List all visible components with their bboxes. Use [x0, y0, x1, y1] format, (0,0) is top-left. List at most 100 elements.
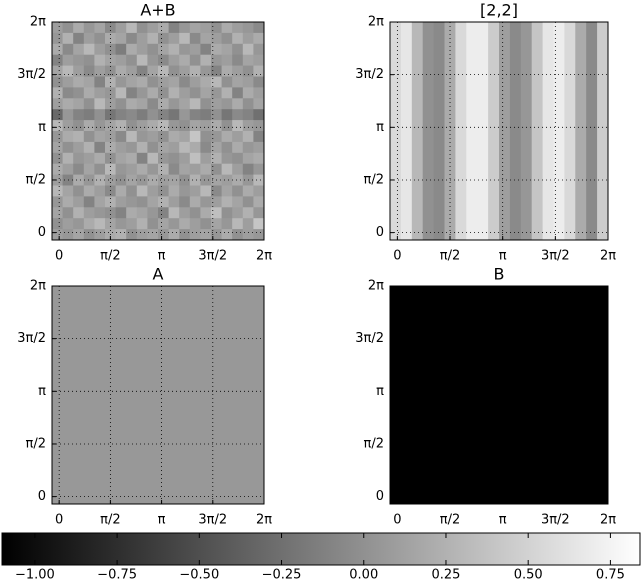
heatmap-cell	[94, 218, 106, 230]
heatmap-cell	[189, 87, 201, 99]
heatmap-cell	[232, 43, 244, 56]
heatmap-cell	[232, 98, 244, 110]
heatmap-cell	[232, 109, 244, 121]
heatmap-cell	[200, 32, 212, 45]
y-tick-label: 3π/2	[355, 67, 384, 82]
heatmap-cell	[168, 98, 180, 110]
heatmap-cell	[62, 87, 74, 99]
heatmap-cell	[136, 174, 148, 186]
heatmap-cell	[168, 207, 180, 219]
heatmap-cell	[200, 141, 212, 154]
y-tick-label: π	[38, 384, 46, 399]
heatmap-cell	[520, 22, 533, 241]
heatmap-cell	[168, 43, 180, 56]
heatmap-cell	[200, 229, 212, 241]
heatmap-cell	[105, 163, 116, 175]
x-tick-label: π/2	[100, 513, 120, 528]
heatmap-cell	[83, 207, 95, 219]
heatmap-cell	[147, 76, 159, 88]
heatmap-cell	[390, 286, 609, 505]
heatmap-cell	[126, 152, 138, 165]
heatmap-cell	[94, 207, 106, 219]
heatmap-cell	[253, 76, 265, 88]
heatmap-cell	[189, 207, 201, 219]
y-tick-label: 3π/2	[355, 331, 384, 346]
heatmap-cell	[105, 54, 116, 66]
heatmap-cell	[242, 87, 254, 99]
heatmap-cell	[168, 76, 180, 88]
heatmap-cell	[94, 141, 106, 154]
heatmap-cell	[242, 43, 254, 56]
heatmap-cell	[189, 174, 201, 186]
heatmap-cell	[253, 185, 265, 197]
heatmap-cell	[242, 218, 254, 230]
heatmap-cell	[126, 109, 138, 121]
heatmap-cell	[211, 109, 222, 121]
y-tick-label: 2π	[368, 279, 384, 294]
heatmap-cell	[73, 229, 85, 241]
heatmap-cell	[232, 32, 244, 45]
heatmap-cell	[221, 185, 233, 197]
y-tick-label: 3π/2	[17, 331, 46, 346]
heatmap-cell	[94, 32, 106, 45]
heatmap-cell	[221, 163, 233, 175]
heatmap-cell	[221, 120, 233, 132]
y-tick-label: π/2	[364, 436, 384, 451]
heatmap-cell	[179, 185, 191, 197]
heatmap-cell	[52, 109, 63, 121]
heatmap-cell	[126, 185, 138, 197]
heatmap-cell	[179, 109, 191, 121]
x-tick-label: 0	[393, 249, 401, 264]
heatmap-cell	[94, 120, 106, 132]
heatmap-cell	[136, 98, 148, 110]
heatmap-cell	[147, 43, 159, 56]
heatmap-cell	[221, 218, 233, 230]
heatmap-cell	[179, 141, 191, 154]
heatmap-cell	[253, 109, 265, 121]
heatmap-cell	[189, 229, 201, 241]
heatmap-cell	[168, 120, 180, 132]
panel-frame	[389, 21, 609, 241]
heatmap-cell	[221, 22, 233, 34]
heatmap-cell	[126, 218, 138, 230]
heatmap-cell	[200, 196, 212, 208]
heatmap-cell	[242, 185, 254, 197]
heatmap-cell	[73, 76, 85, 88]
heatmap-cell	[211, 43, 222, 56]
heatmap-cell	[147, 141, 159, 154]
heatmap-cell	[158, 229, 169, 241]
heatmap-cell	[232, 152, 244, 165]
heatmap-cell	[136, 76, 148, 88]
heatmap-cell	[147, 109, 159, 121]
heatmap-cell	[73, 207, 85, 219]
x-tick-label: 2π	[600, 513, 616, 528]
heatmap-cell	[221, 65, 233, 77]
heatmap-cell	[83, 185, 95, 197]
heatmap-cell	[62, 152, 74, 165]
x-tick-label: π/2	[440, 249, 460, 264]
y-tick-label: 0	[376, 489, 384, 504]
heatmap-cell	[147, 22, 159, 34]
heatmap-cell	[242, 76, 254, 88]
heatmap-cell	[179, 76, 191, 88]
heatmap-cell	[136, 229, 148, 241]
heatmap-cell	[168, 54, 180, 66]
heatmap-cell	[147, 185, 159, 197]
heatmap-cell	[444, 22, 456, 241]
heatmap-cell	[200, 54, 212, 66]
heatmap-cell	[115, 43, 127, 56]
heatmap-cell	[52, 286, 265, 505]
heatmap-cell	[105, 141, 116, 154]
heatmap-cell	[158, 76, 169, 88]
heatmap-cell	[52, 54, 63, 66]
heatmap-cell	[136, 218, 148, 230]
heatmap-cell	[158, 54, 169, 66]
heatmap-cell	[62, 207, 74, 219]
heatmap-cell	[83, 109, 95, 121]
heatmap-cell	[62, 43, 74, 56]
heatmap-cell	[253, 54, 265, 66]
heatmap-cell	[62, 196, 74, 208]
heatmap-cell	[179, 229, 191, 241]
heatmap-cell	[179, 54, 191, 66]
heatmap-cell	[83, 87, 95, 99]
